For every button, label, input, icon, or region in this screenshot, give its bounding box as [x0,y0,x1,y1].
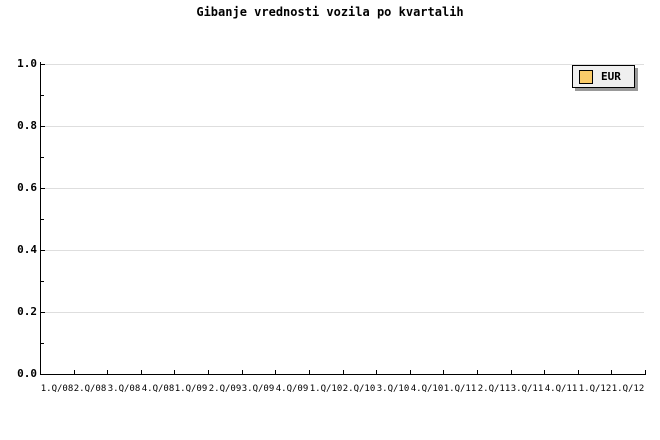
x-tick-label: 3.Q/09 [241,384,275,394]
x-tick [443,370,444,374]
x-tick-label: 4.Q/10 [410,384,444,394]
legend-box: EUR [572,65,635,88]
y-tick-label: 0.8 [17,119,37,132]
x-tick [242,370,243,374]
y-gridline [45,312,644,313]
x-tick-label: 1.Q/08 [40,384,74,394]
y-gridline [45,64,644,65]
x-tick [544,370,545,374]
x-tick [343,370,344,374]
x-tick [74,370,75,374]
x-tick [376,370,377,374]
y-tick-label: 0.2 [17,305,37,318]
y-tick [41,64,45,65]
y-gridline [45,126,644,127]
y-minor-tick [41,95,44,96]
y-tick [41,374,45,375]
y-tick-label: 1.0 [17,57,37,70]
x-tick-label: 1.Q/11 [443,384,477,394]
x-tick-label: 1.Q/12 [611,384,645,394]
y-tick-label: 0.6 [17,181,37,194]
y-tick [41,126,45,127]
x-tick-label: 4.Q/08 [141,384,175,394]
x-tick [611,370,612,374]
x-tick [410,370,411,374]
x-tick-label: 3.Q/08 [107,384,141,394]
y-tick [41,188,45,189]
y-minor-tick [41,281,44,282]
y-tick [41,250,45,251]
x-axis-line [40,374,646,375]
x-tick-label: 4.Q/11 [544,384,578,394]
y-minor-tick [41,219,44,220]
y-tick [41,312,45,313]
x-tick-label: 3.Q/11 [510,384,544,394]
y-tick-label: 0.0 [17,367,37,380]
x-tick [174,370,175,374]
x-tick-label: 1.Q/10 [309,384,343,394]
legend-swatch-eur-icon [579,69,593,84]
x-tick-label: 1.Q/12 [578,384,612,394]
y-gridline [45,188,644,189]
x-tick [275,370,276,374]
x-tick [309,370,310,374]
x-tick [578,370,579,374]
x-tick-label: 4.Q/09 [275,384,309,394]
y-tick-label: 0.4 [17,243,37,256]
x-tick-label: 2.Q/09 [208,384,242,394]
x-tick [645,370,646,374]
x-tick [208,370,209,374]
x-tick [511,370,512,374]
x-tick [107,370,108,374]
y-gridline [45,250,644,251]
x-tick-label: 2.Q/11 [477,384,511,394]
y-minor-tick [41,343,44,344]
legend-label-eur: EUR [601,69,621,83]
y-minor-tick [41,157,44,158]
y-axis-line [40,62,41,375]
x-tick-label: 2.Q/10 [342,384,376,394]
x-tick [477,370,478,374]
x-tick-label: 3.Q/10 [376,384,410,394]
chart-title: Gibanje vrednosti vozila po kvartalih [196,5,464,19]
x-tick-label: 2.Q/08 [73,384,107,394]
x-tick-label: 1.Q/09 [174,384,208,394]
x-tick [141,370,142,374]
